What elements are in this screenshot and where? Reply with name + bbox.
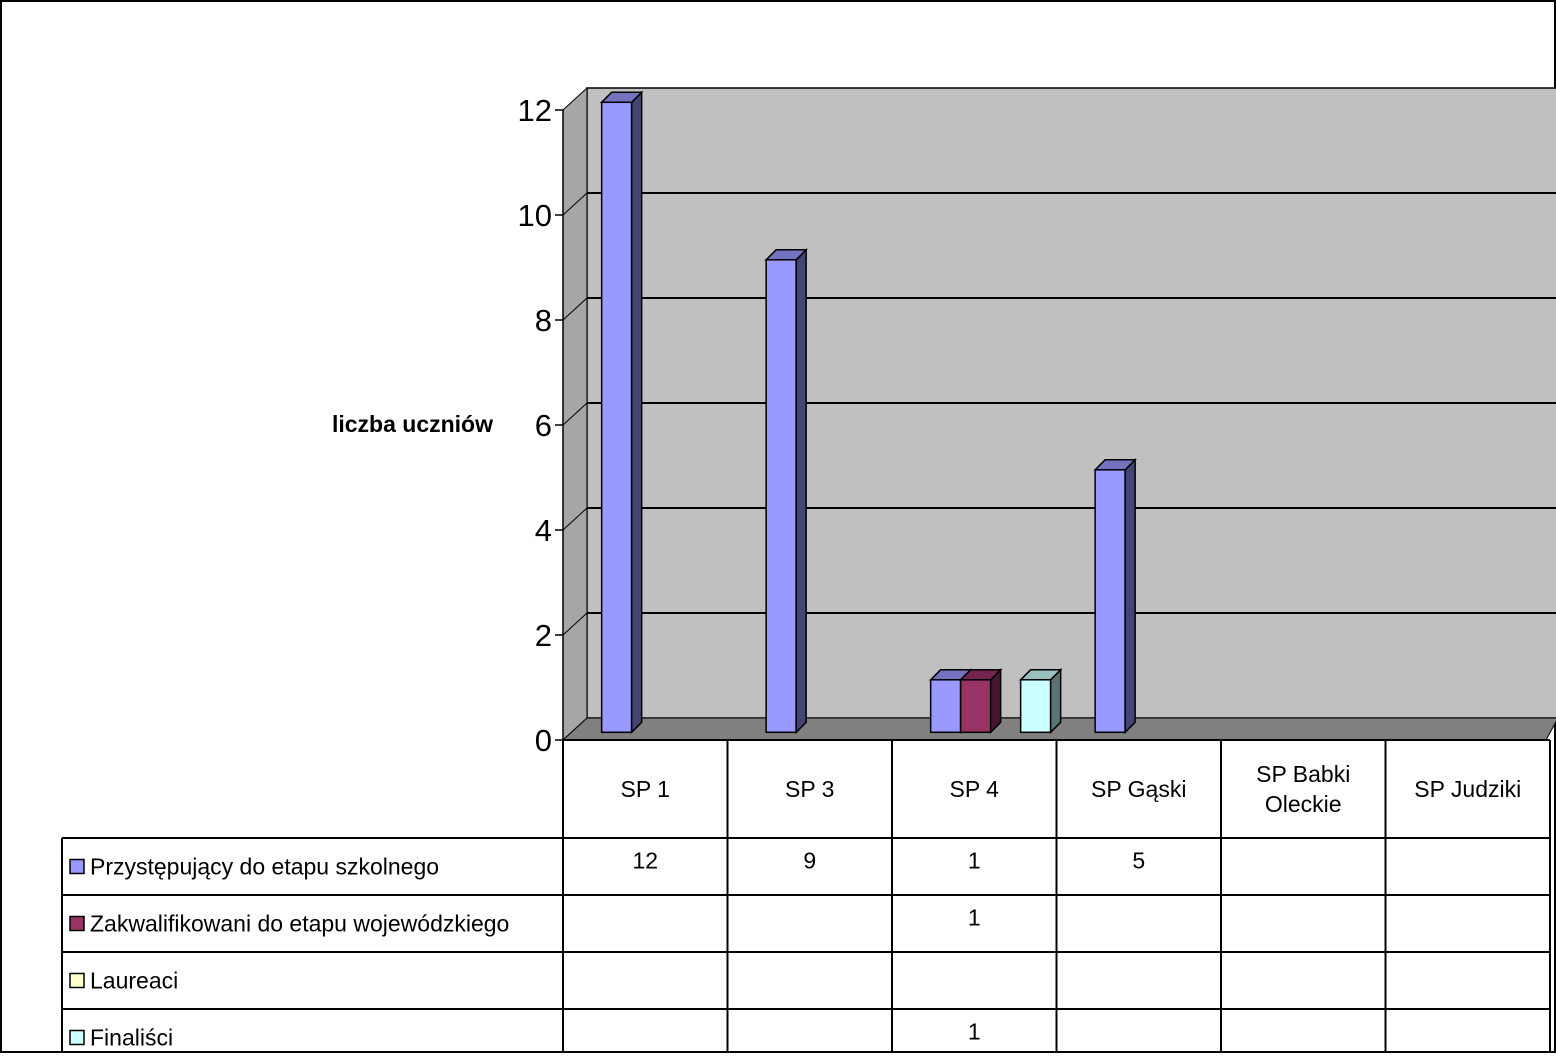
y-tick-label: 0 (535, 723, 552, 758)
bar-side (1124, 457, 1136, 735)
y-tick-label: 12 (518, 93, 552, 128)
data-label: 1 (968, 848, 981, 874)
legend-label: Finaliści (90, 1025, 173, 1051)
legend-swatch (69, 858, 85, 875)
x-tick-label: SP 4 (950, 776, 1000, 802)
bar-top (764, 249, 808, 261)
gridline-side (562, 507, 588, 531)
legend-label: Laureaci (90, 968, 178, 994)
gridline-side (562, 192, 588, 216)
y-tick-label: 4 (535, 513, 552, 548)
data-label: 1 (968, 1019, 981, 1045)
y-tick-label: 6 (535, 408, 552, 443)
bar-top (1018, 669, 1063, 681)
gridline-side (562, 402, 588, 426)
bar-top (958, 669, 1003, 681)
y-tick-label: 8 (535, 303, 552, 338)
gridline-side (562, 297, 588, 321)
legend-swatch (69, 915, 85, 932)
y-axis-label: liczba uczniów (332, 411, 493, 437)
legend-label: Zakwalifikowani do etapu wojewódzkiego (90, 911, 509, 937)
gridline-side (562, 612, 588, 636)
data-label: 12 (632, 848, 658, 874)
bar-top (1093, 459, 1137, 471)
x-tick-label: SP Babki (1256, 761, 1350, 787)
legend-label: Przystępujący do etapu szkolnego (90, 854, 439, 880)
y-tick-label: 10 (518, 198, 552, 233)
legend-swatch (69, 972, 85, 989)
bar (1094, 469, 1126, 734)
bar (929, 679, 962, 734)
bar-side (795, 247, 807, 735)
x-tick-label: Oleckie (1265, 791, 1342, 817)
bar (765, 259, 797, 734)
bar (1019, 679, 1052, 734)
legend-swatch (69, 1029, 85, 1046)
x-tick-label: SP 3 (785, 776, 834, 802)
x-tick-label: SP Judziki (1414, 776, 1521, 802)
y-tick-label: 2 (535, 618, 552, 653)
bar (600, 101, 633, 734)
x-tick-label: SP 1 (621, 776, 670, 802)
x-tick-label: SP Gąski (1091, 776, 1186, 802)
data-label: 1 (968, 905, 981, 931)
bar-side (630, 90, 643, 735)
bar-top (599, 91, 644, 104)
data-label: 9 (803, 848, 816, 874)
data-label: 5 (1132, 848, 1145, 874)
bar (959, 679, 992, 734)
